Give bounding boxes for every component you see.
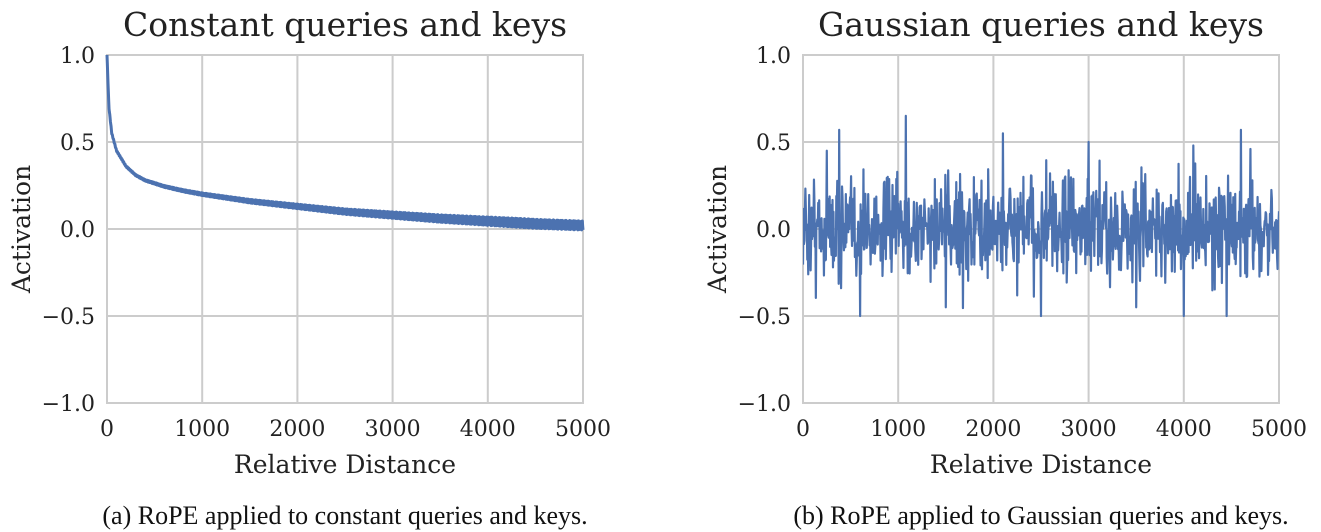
panel-b: Gaussian queries and keys 1.0 0.5 0.0 −0.5 −… (703, 5, 1307, 530)
x-tick-label: 3000 (1061, 417, 1117, 442)
x-tick-label: 4000 (1156, 417, 1212, 442)
x-tick-label: 2000 (965, 417, 1021, 442)
y-tick-label: −0.5 (738, 305, 791, 330)
y-tick-label: 0.0 (60, 218, 95, 243)
x-tick-label: 1000 (870, 417, 926, 442)
panel-b-y-axis-label: Activation (703, 165, 732, 294)
panel-b-y-tick-labels: 1.0 0.5 0.0 −0.5 −1.0 (738, 44, 791, 417)
y-tick-label: −1.0 (738, 392, 791, 417)
panel-a-y-axis-label: Activation (7, 165, 36, 294)
panel-b-x-tick-labels: 0 1000 2000 3000 4000 5000 (796, 417, 1307, 442)
series-line (803, 114, 1279, 318)
x-tick-label: 0 (796, 417, 810, 442)
panel-a-caption: (a) RoPE applied to constant queries and… (102, 501, 587, 530)
y-tick-label: −0.5 (42, 305, 95, 330)
x-tick-label: 5000 (1251, 417, 1307, 442)
x-tick-label: 1000 (174, 417, 230, 442)
panel-a-title: Constant queries and keys (123, 5, 567, 44)
panel-b-title: Gaussian queries and keys (818, 5, 1264, 44)
y-tick-label: 1.0 (756, 44, 791, 69)
series-line (105, 54, 585, 232)
panel-a-x-axis-label: Relative Distance (234, 450, 456, 479)
y-tick-label: 0.5 (60, 131, 95, 156)
panel-a-x-tick-labels: 0 1000 2000 3000 4000 5000 (100, 417, 611, 442)
panel-a-y-tick-labels: 1.0 0.5 0.0 −0.5 −1.0 (42, 44, 95, 417)
panel-a-grid (107, 55, 583, 403)
x-tick-label: 5000 (555, 417, 611, 442)
x-tick-label: 0 (100, 417, 114, 442)
x-tick-label: 2000 (269, 417, 325, 442)
x-tick-label: 4000 (460, 417, 516, 442)
y-tick-label: 0.5 (756, 131, 791, 156)
panel-a: Constant queries and keys 1.0 0.5 0.0 −0.5 −… (7, 5, 611, 530)
y-tick-label: 1.0 (60, 44, 95, 69)
panel-b-x-axis-label: Relative Distance (930, 450, 1152, 479)
panel-b-series (803, 114, 1279, 318)
panel-b-caption: (b) RoPE applied to Gaussian queries and… (793, 501, 1288, 530)
y-tick-label: −1.0 (42, 392, 95, 417)
panel-a-series (105, 54, 585, 232)
y-tick-label: 0.0 (756, 218, 791, 243)
x-tick-label: 3000 (365, 417, 421, 442)
